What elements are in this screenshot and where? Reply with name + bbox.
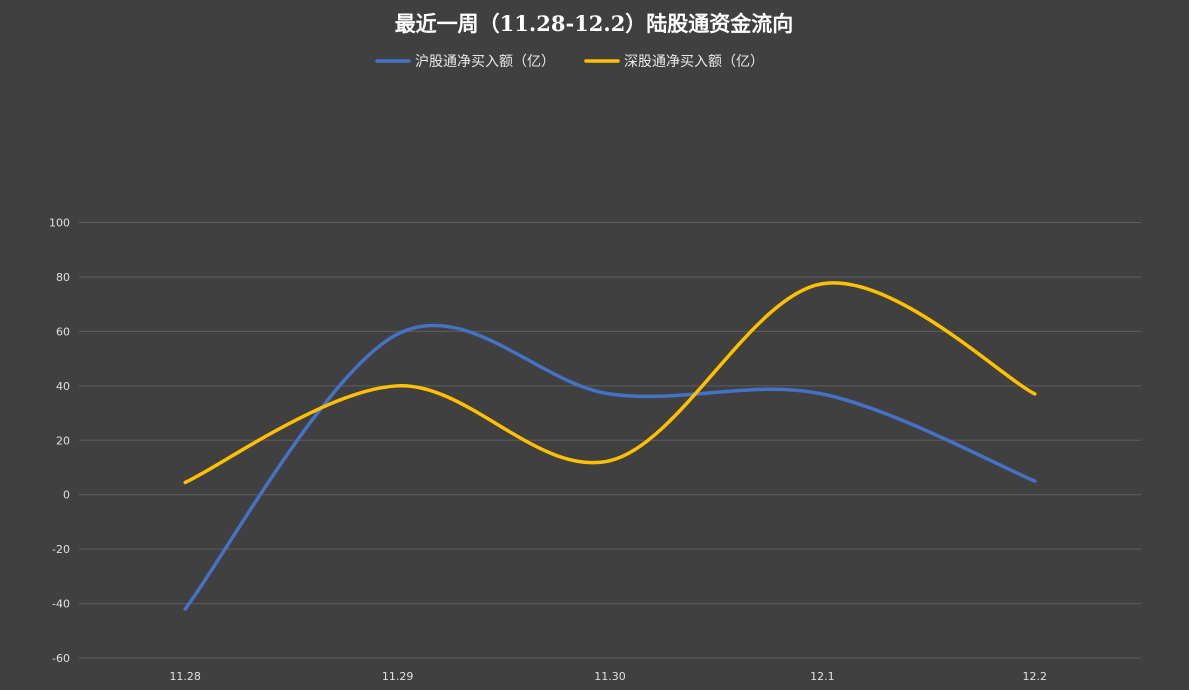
y-tick-label: 40	[56, 380, 70, 393]
data-point	[183, 480, 187, 484]
y-tick-label: 100	[49, 217, 70, 230]
y-tick-label: -20	[52, 543, 70, 556]
data-point	[820, 282, 824, 286]
data-point	[820, 392, 824, 396]
x-tick-label: 11.28	[169, 670, 201, 683]
y-tick-label: 20	[56, 434, 70, 447]
data-point	[396, 332, 400, 336]
chart-title: 最近一周（11.28-12.2）陆股通资金流向	[395, 11, 794, 36]
data-point	[1033, 392, 1037, 396]
data-point	[183, 607, 187, 611]
y-tick-label: 80	[56, 271, 70, 284]
x-axis: 11.28 11.29 11.30 12.1 12.2	[169, 670, 1047, 683]
x-tick-label: 12.2	[1023, 670, 1048, 683]
legend-label-shenzhen: 深股通净买入额（亿）	[624, 54, 764, 70]
grid	[79, 222, 1141, 659]
y-tick-label: 0	[63, 489, 70, 502]
x-tick-label: 11.30	[594, 670, 626, 683]
y-tick-label: -40	[52, 598, 70, 611]
legend: 沪股通净买入额（亿） 深股通净买入额（亿）	[375, 54, 764, 70]
data-point	[608, 459, 612, 463]
data-point	[608, 392, 612, 396]
series-layer	[183, 281, 1037, 611]
series-line-shanghai	[183, 323, 1037, 611]
y-tick-label: -60	[52, 652, 70, 665]
y-tick-label: 60	[56, 325, 70, 338]
x-tick-label: 12.1	[810, 670, 835, 683]
data-point	[1033, 479, 1037, 483]
legend-label-shanghai: 沪股通净买入额（亿）	[415, 54, 555, 70]
data-point	[396, 384, 400, 388]
y-axis: 100 80 60 40 20 0 -20 -40 -60	[49, 217, 70, 666]
series-line-shenzhen	[183, 281, 1037, 485]
x-tick-label: 11.29	[382, 670, 414, 683]
